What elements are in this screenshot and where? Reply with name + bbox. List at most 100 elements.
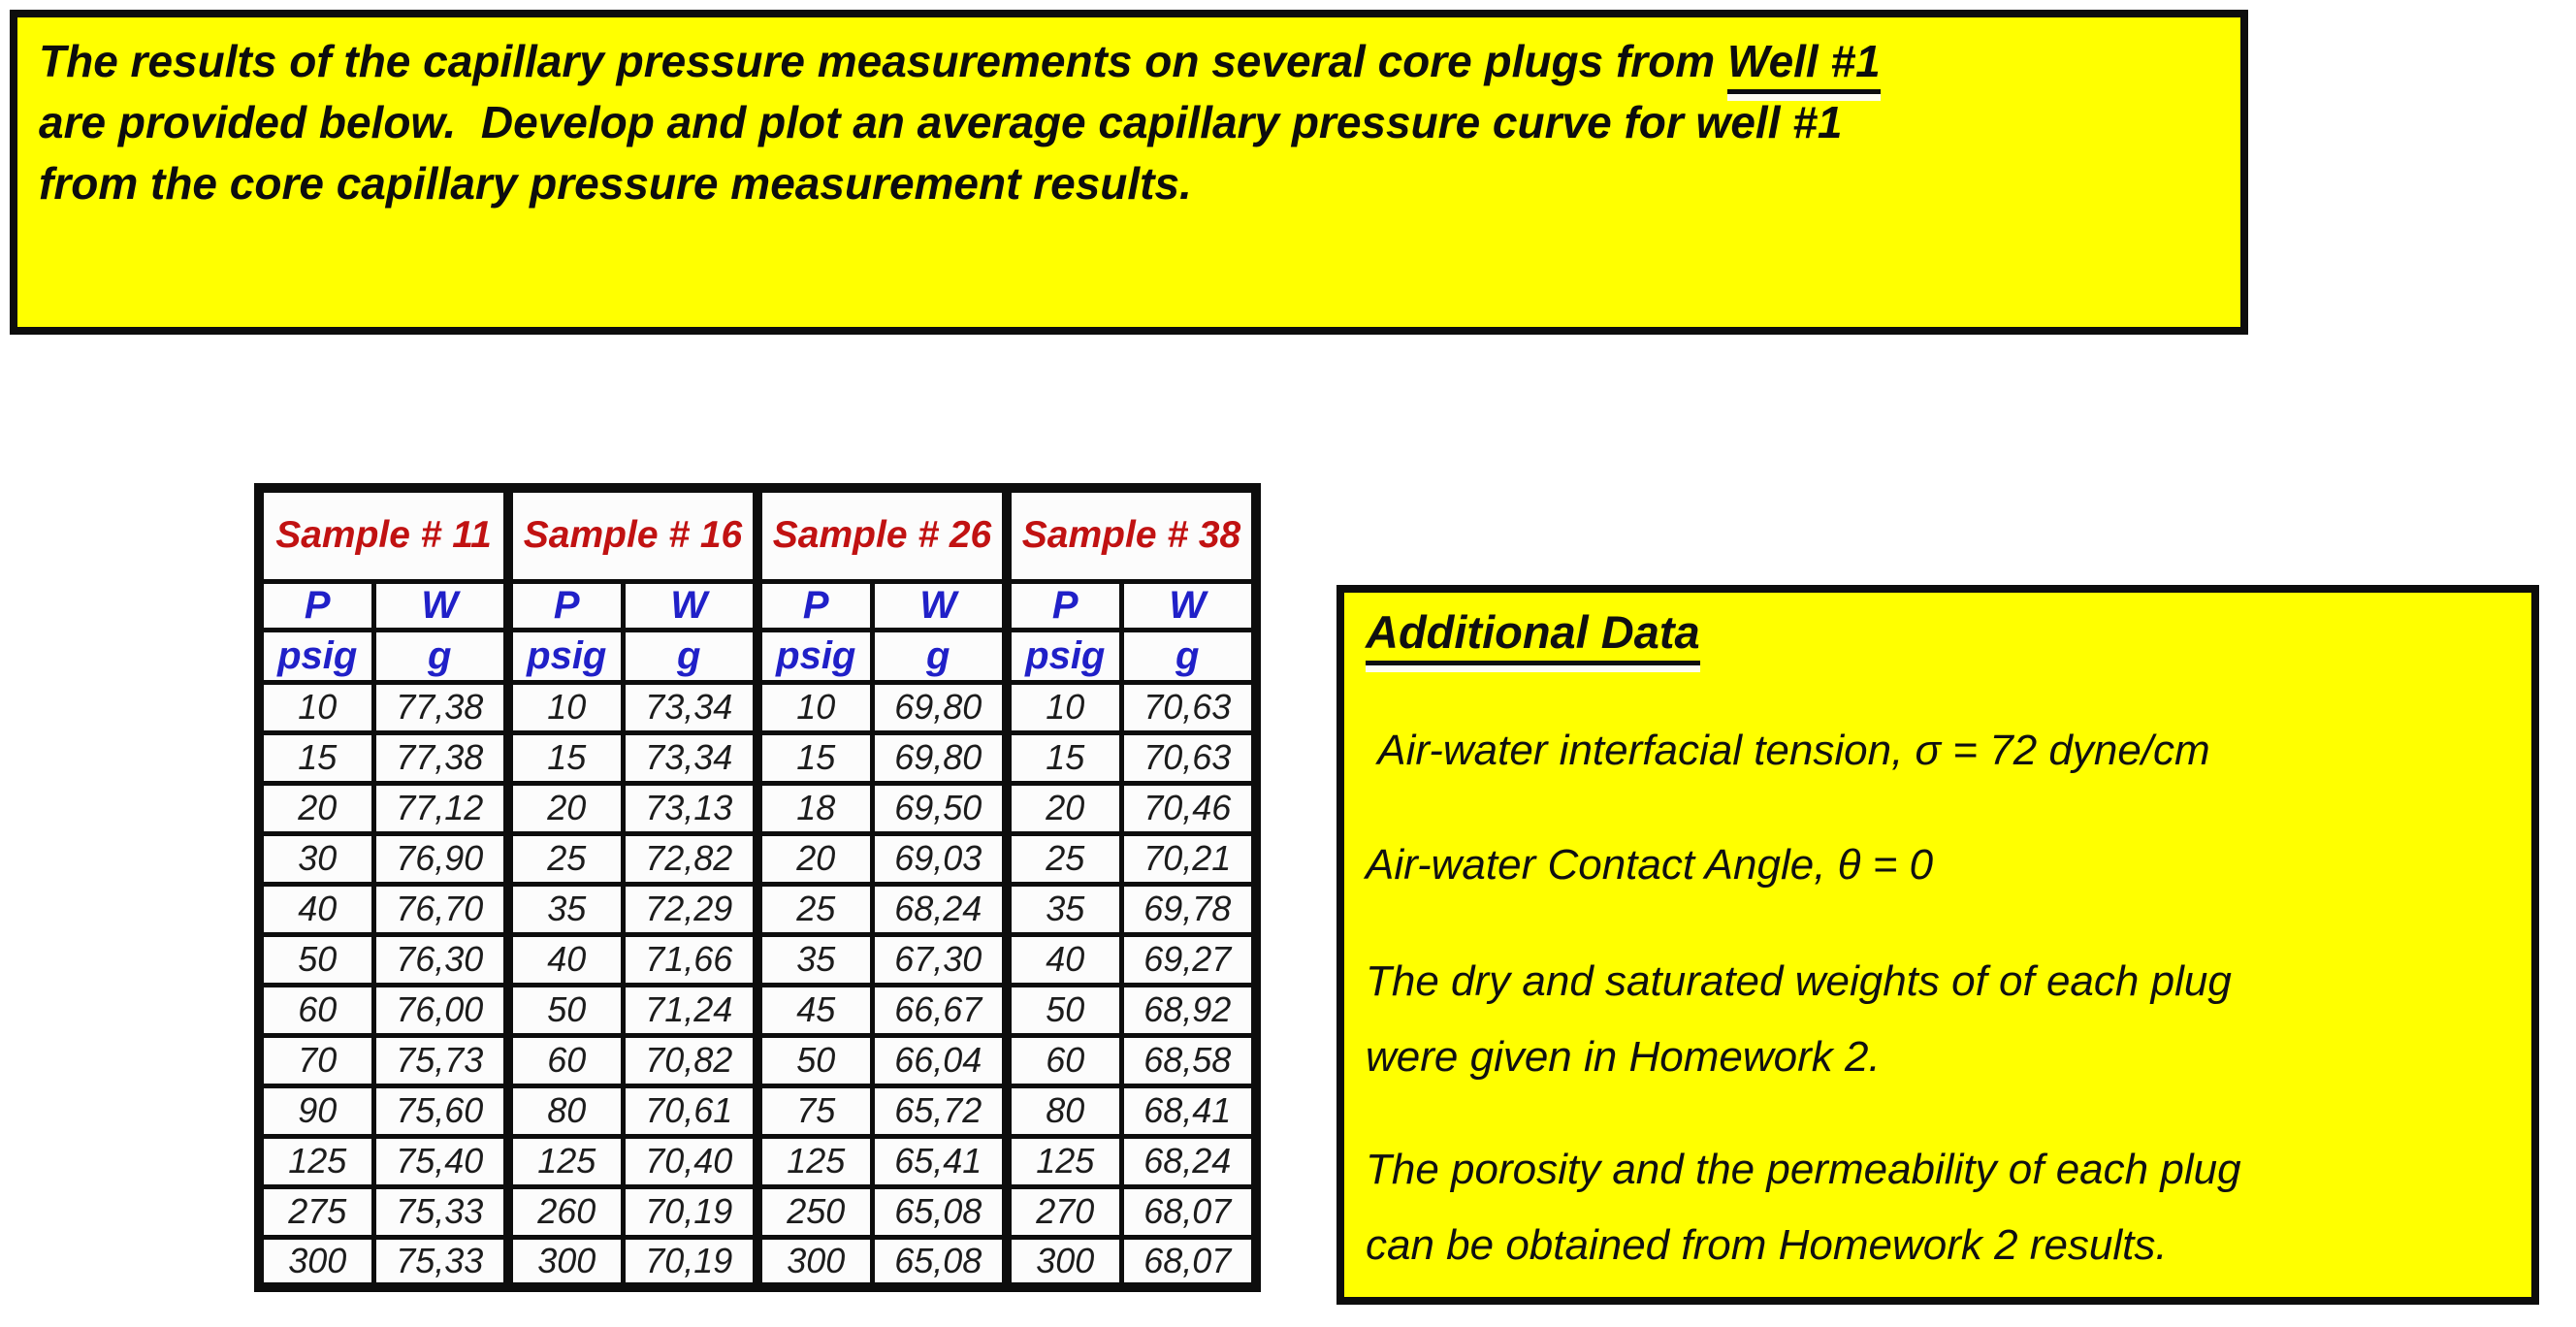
problem-statement-rest: are provided below. Develop and plot an … [39,97,1843,209]
table-cell: 20 [503,780,626,836]
table-cell: 71,66 [620,931,760,987]
table-cell: 70,61 [620,1083,760,1139]
table-cell: 69,80 [869,729,1010,786]
table-cell: 72,82 [620,830,760,887]
table-cell: 25 [1002,830,1124,887]
table-cell: 73,34 [620,729,760,786]
unit-header: psig [1002,627,1124,685]
unit-header: g [620,627,760,685]
table-cell: 50 [753,1032,875,1088]
table-row: 275 75,33 260 70,19 250 65,08 270 68,07 [254,1183,1259,1240]
table-cell: 75,40 [370,1133,511,1189]
table-cell: 77,38 [370,729,511,786]
table-cell: 20 [753,830,875,887]
sample-header: Sample # 16 [503,485,760,584]
table-cell: 60 [503,1032,626,1088]
table-cell: 73,13 [620,780,760,836]
additional-data-title: Additional Data [1366,604,2510,665]
table-cell: 45 [753,982,875,1038]
table-row: 90 75,60 80 70,61 75 65,72 80 68,41 [254,1083,1259,1139]
table-cell: 15 [503,729,626,786]
table-cell: 125 [503,1133,626,1189]
quantity-header: W [869,578,1010,632]
table-cell: 10 [753,679,875,735]
additional-data-title-text: Additional Data [1366,606,1700,665]
unit-header: g [1118,627,1259,685]
table-cell: 69,03 [869,830,1010,887]
table-cell: 300 [254,1234,376,1290]
table-row: 30 76,90 25 72,82 20 69,03 25 70,21 [254,830,1259,887]
table-row: 60 76,00 50 71,24 45 66,67 50 68,92 [254,982,1259,1038]
table-cell: 125 [1002,1133,1124,1189]
table-cell: 70,63 [1118,679,1259,735]
table-cell: 300 [1002,1234,1124,1290]
unit-header: g [370,627,511,685]
table-cell: 75,33 [370,1234,511,1290]
table-cell: 69,80 [869,679,1010,735]
sample-header-row: Sample # 11 Sample # 16 Sample # 26 Sample … [253,485,1259,584]
table-cell: 69,78 [1118,881,1259,937]
table-row: 15 77,38 15 73,34 15 69,80 15 70,63 [254,729,1259,786]
quantity-header: W [370,578,511,632]
table-cell: 35 [1002,881,1124,937]
sample-header: Sample # 26 [753,485,1010,584]
table-cell: 65,08 [869,1183,1010,1240]
unit-header-row: psig g psig g psig g psig g [254,627,1259,685]
well-reference: Well #1 [1726,36,1881,94]
table-cell: 70,63 [1118,729,1259,786]
table-cell: 250 [753,1183,875,1240]
table-cell: 76,90 [370,830,511,887]
contact-angle-note: Air-water Contact Angle, θ = 0 [1366,841,1934,889]
table-cell: 15 [753,729,875,786]
table-row: 125 75,40 125 70,40 125 65,41 125 68,24 [254,1133,1259,1189]
table-cell: 68,92 [1118,982,1259,1038]
table-cell: 18 [753,780,875,836]
table-cell: 125 [753,1133,875,1189]
capillary-pressure-table: Sample # 11 Sample # 16 Sample # 26 Sample … [253,483,1262,1292]
table-cell: 68,24 [869,881,1010,937]
table-cell: 10 [1002,679,1124,735]
table-cell: 67,30 [869,931,1010,987]
table-cell: 76,70 [370,881,511,937]
table-cell: 69,27 [1118,931,1259,987]
table-cell: 300 [503,1234,626,1290]
table-cell: 68,07 [1118,1234,1259,1290]
porosity-permeability-note: The porosity and the permeability of eac… [1366,1146,2241,1269]
table-cell: 68,24 [1118,1133,1259,1189]
table-cell: 66,04 [869,1032,1010,1088]
table-cell: 35 [753,931,875,987]
table-cell: 40 [1002,931,1124,987]
table-cell: 15 [1002,729,1124,786]
table-row: 70 75,73 60 70,82 50 66,04 60 68,58 [254,1032,1259,1088]
table-cell: 25 [503,830,626,887]
table-row: 50 76,30 40 71,66 35 67,30 40 69,27 [254,931,1259,987]
table-cell: 65,72 [869,1083,1010,1139]
table-cell: 70 [254,1032,376,1088]
table-cell: 30 [254,830,376,887]
quantity-header: W [1118,578,1259,632]
pressure-table-head: Sample # 11 Sample # 16 Sample # 26 Sample … [253,485,1259,685]
table-cell: 50 [254,931,376,987]
additional-data-box: Additional Data Air-water interfacial te… [1336,585,2539,1305]
table-cell: 50 [1002,982,1124,1038]
sample-header: Sample # 11 [253,485,511,584]
table-row: 20 77,12 20 73,13 18 69,50 20 70,46 [254,780,1259,836]
table-cell: 75,33 [370,1183,511,1240]
table-row: 300 75,33 300 70,19 300 65,08 300 68,07 [254,1234,1259,1290]
interfacial-tension-note: Air-water interfacial tension, σ = 72 dy… [1366,727,2210,774]
table-cell: 70,21 [1118,830,1259,887]
table-cell: 76,30 [370,931,511,987]
table-cell: 68,58 [1118,1032,1259,1088]
table-cell: 50 [503,982,626,1038]
table-cell: 68,41 [1118,1083,1259,1139]
table-cell: 80 [1002,1083,1124,1139]
table-cell: 275 [254,1183,376,1240]
table-cell: 70,82 [620,1032,760,1088]
table-cell: 25 [753,881,875,937]
table-cell: 70,19 [620,1234,760,1290]
table-row: 10 77,38 10 73,34 10 69,80 10 70,63 [254,679,1259,735]
table-cell: 60 [254,982,376,1038]
table-cell: 70,40 [620,1133,760,1189]
